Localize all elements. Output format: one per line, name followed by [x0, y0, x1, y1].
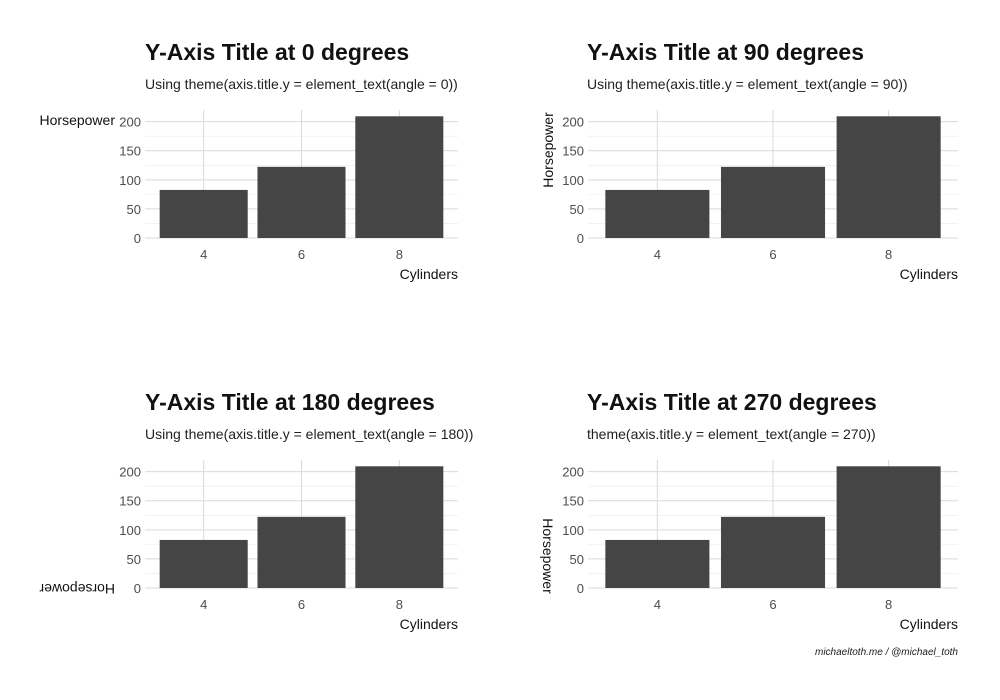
y-tick-label: 100 — [562, 523, 584, 538]
chart-panel-1: Y-Axis Title at 0 degrees Using theme(axi… — [40, 39, 458, 282]
x-tick-label: 8 — [396, 247, 403, 262]
bar-cyl-8 — [355, 466, 444, 588]
x-axis-title: Cylinders — [400, 266, 458, 282]
y-tick-label: 100 — [562, 173, 584, 188]
chart-subtitle: Using theme(axis.title.y = element_text(… — [145, 76, 458, 92]
x-tick-label: 4 — [654, 247, 661, 262]
y-tick-label: 50 — [127, 552, 141, 567]
x-tick-label: 6 — [769, 597, 776, 612]
x-tick-label: 6 — [298, 597, 305, 612]
bar-cyl-8 — [836, 466, 941, 588]
bar-cyl-8 — [355, 116, 444, 238]
x-tick-label: 6 — [769, 247, 776, 262]
y-tick-label: 0 — [134, 581, 141, 596]
x-axis-title: Cylinders — [400, 616, 458, 632]
y-tick-label: 150 — [562, 144, 584, 159]
chart-title: Y-Axis Title at 0 degrees — [145, 39, 409, 65]
y-tick-label: 50 — [570, 552, 584, 567]
chart-panel-2: Y-Axis Title at 90 degrees Using theme(ax… — [540, 39, 958, 282]
y-tick-label: 0 — [134, 231, 141, 246]
chart-title: Y-Axis Title at 90 degrees — [587, 39, 864, 65]
y-tick-label: 50 — [570, 202, 584, 217]
x-axis-title: Cylinders — [900, 266, 958, 282]
y-axis-title: Horsepower — [39, 581, 115, 597]
x-axis-title: Cylinders — [900, 616, 958, 632]
bar-cyl-6 — [720, 516, 826, 588]
x-tick-label: 4 — [654, 597, 661, 612]
bar-cyl-6 — [257, 166, 346, 238]
y-axis-title: Horsepower — [40, 112, 116, 128]
bar-cyl-6 — [257, 516, 346, 588]
y-axis-title: Horsepower — [540, 112, 556, 188]
bar-cyl-8 — [836, 116, 941, 238]
y-tick-label: 100 — [119, 523, 141, 538]
y-tick-label: 100 — [119, 173, 141, 188]
bar-cyl-4 — [159, 189, 248, 238]
x-tick-label: 6 — [298, 247, 305, 262]
x-tick-label: 8 — [885, 247, 892, 262]
chart-subtitle: Using theme(axis.title.y = element_text(… — [145, 426, 473, 442]
y-tick-label: 150 — [562, 494, 584, 509]
y-tick-label: 150 — [119, 494, 141, 509]
y-tick-label: 200 — [562, 465, 584, 480]
bar-cyl-4 — [605, 189, 710, 238]
bar-cyl-4 — [159, 539, 248, 588]
chart-title: Y-Axis Title at 270 degrees — [587, 389, 877, 415]
caption: michaeltoth.me / @michael_toth — [815, 647, 958, 658]
bar-cyl-4 — [605, 539, 710, 588]
x-tick-label: 4 — [200, 247, 207, 262]
chart-title: Y-Axis Title at 180 degrees — [145, 389, 435, 415]
y-axis-title: Horsepower — [540, 518, 556, 594]
y-tick-label: 50 — [127, 202, 141, 217]
y-tick-label: 200 — [119, 115, 141, 130]
y-tick-label: 200 — [119, 465, 141, 480]
bar-cyl-6 — [720, 166, 826, 238]
chart-subtitle: Using theme(axis.title.y = element_text(… — [587, 76, 908, 92]
chart-panel-4: Y-Axis Title at 270 degrees theme(axis.ti… — [540, 389, 958, 632]
x-tick-label: 8 — [396, 597, 403, 612]
y-tick-label: 0 — [577, 581, 584, 596]
y-tick-label: 0 — [577, 231, 584, 246]
y-tick-label: 200 — [562, 115, 584, 130]
chart-panel-3: Y-Axis Title at 180 degrees Using theme(a… — [39, 389, 473, 632]
x-tick-label: 8 — [885, 597, 892, 612]
chart-subtitle: theme(axis.title.y = element_text(angle … — [587, 426, 876, 442]
y-tick-label: 150 — [119, 144, 141, 159]
x-tick-label: 4 — [200, 597, 207, 612]
